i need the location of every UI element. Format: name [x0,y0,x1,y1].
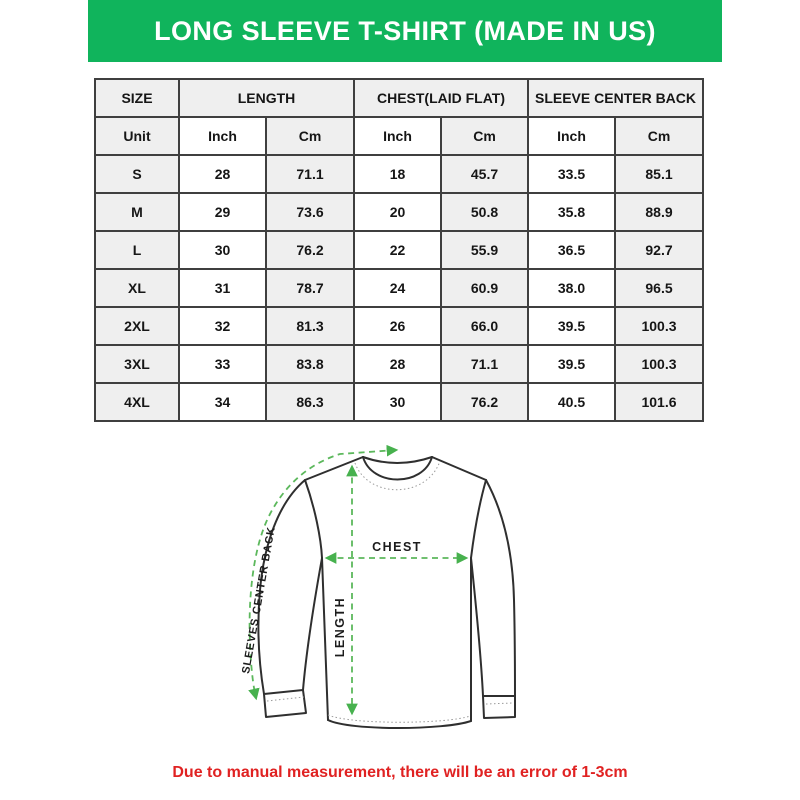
cell-size: M [94,192,180,232]
cell-chest-inch: 20 [353,192,442,232]
cell-length-inch: 30 [178,230,267,270]
sleeve-center-back-arrow [248,444,399,701]
cell-length-inch: 28 [178,154,267,194]
cell-size: 3XL [94,344,180,384]
cell-length-inch: 31 [178,268,267,308]
cell-chest-inch: 24 [353,268,442,308]
cell-size: 4XL [94,382,180,422]
cell-sleeve-cm: 100.3 [614,306,704,346]
cell-length-cm: 81.3 [265,306,355,346]
cell-length-cm: 78.7 [265,268,355,308]
table-row: 4XL 34 86.3 30 76.2 40.5 101.6 [94,382,704,422]
cell-chest-inch: 30 [353,382,442,422]
table-row: 3XL 33 83.8 28 71.1 39.5 100.3 [94,344,704,384]
hem-stitch [327,714,471,723]
chest-label: CHEST [372,540,422,554]
cell-chest-cm: 60.9 [440,268,529,308]
unit-chest-cm: Cm [440,116,529,156]
unit-length-inch: Inch [178,116,267,156]
cell-sleeve-cm: 88.9 [614,192,704,232]
table-row: L 30 76.2 22 55.9 36.5 92.7 [94,230,704,270]
cell-sleeve-inch: 40.5 [527,382,616,422]
cell-length-cm: 86.3 [265,382,355,422]
header-length: LENGTH [178,78,355,118]
measurement-arrows [248,444,469,716]
cell-size: 2XL [94,306,180,346]
cell-size: S [94,154,180,194]
cell-sleeve-cm: 92.7 [614,230,704,270]
shirt-outline [257,456,516,729]
length-label: LENGTH [333,597,347,657]
cell-length-inch: 34 [178,382,267,422]
cell-chest-inch: 26 [353,306,442,346]
cell-chest-inch: 18 [353,154,442,194]
cell-size: L [94,230,180,270]
cell-sleeve-cm: 96.5 [614,268,704,308]
table-group-header-row: SIZE LENGTH CHEST(LAID FLAT) SLEEVE CENT… [94,78,704,118]
cell-length-inch: 33 [178,344,267,384]
cell-chest-cm: 50.8 [440,192,529,232]
cell-chest-cm: 55.9 [440,230,529,270]
unit-length-cm: Cm [265,116,355,156]
unit-chest-inch: Inch [353,116,442,156]
cell-chest-cm: 76.2 [440,382,529,422]
cell-sleeve-cm: 101.6 [614,382,704,422]
unit-sleeve-inch: Inch [527,116,616,156]
table-row: XL 31 78.7 24 60.9 38.0 96.5 [94,268,704,308]
cell-sleeve-inch: 38.0 [527,268,616,308]
cell-size: XL [94,268,180,308]
cell-chest-cm: 66.0 [440,306,529,346]
table-unit-row: Unit Inch Cm Inch Cm Inch Cm [94,116,704,156]
page-title: LONG SLEEVE T-SHIRT (MADE IN US) [154,15,656,46]
cell-length-cm: 71.1 [265,154,355,194]
cell-length-cm: 83.8 [265,344,355,384]
header-size: SIZE [94,78,180,118]
table-row: M 29 73.6 20 50.8 35.8 88.9 [94,192,704,232]
footer-note: Due to manual measurement, there will be… [172,764,628,781]
cell-sleeve-inch: 39.5 [527,344,616,384]
cell-sleeve-inch: 35.8 [527,192,616,232]
cell-chest-inch: 22 [353,230,442,270]
header-chest: CHEST(LAID FLAT) [353,78,529,118]
cell-length-cm: 73.6 [265,192,355,232]
cell-length-inch: 29 [178,192,267,232]
title-banner: LONG SLEEVE T-SHIRT (MADE IN US) [88,0,722,62]
cell-chest-cm: 45.7 [440,154,529,194]
cell-sleeve-inch: 39.5 [527,306,616,346]
right-cuff-stitch [485,702,514,705]
header-sleeve-center-back: SLEEVE CENTER BACK [527,78,704,118]
unit-label-cell: Unit [94,116,180,156]
cell-length-inch: 32 [178,306,267,346]
table-row: S 28 71.1 18 45.7 33.5 85.1 [94,154,704,194]
cell-length-cm: 76.2 [265,230,355,270]
cell-sleeve-cm: 100.3 [614,344,704,384]
cell-sleeve-cm: 85.1 [614,154,704,194]
cell-chest-cm: 71.1 [440,344,529,384]
unit-sleeve-cm: Cm [614,116,704,156]
table-row: 2XL 32 81.3 26 66.0 39.5 100.3 [94,306,704,346]
left-cuff-stitch [266,696,305,702]
cell-sleeve-inch: 33.5 [527,154,616,194]
size-chart-table: SIZE LENGTH CHEST(LAID FLAT) SLEEVE CENT… [94,78,704,422]
cell-chest-inch: 28 [353,344,442,384]
cell-sleeve-inch: 36.5 [527,230,616,270]
